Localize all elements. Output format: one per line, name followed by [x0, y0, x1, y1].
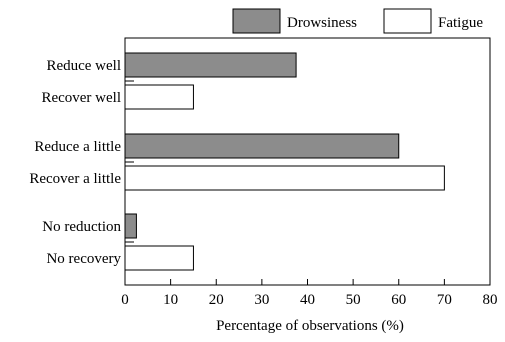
legend: Drowsiness Fatigue [232, 8, 483, 34]
x-axis-title: Percentage of observations (%) [216, 318, 404, 334]
bar-drowsiness-reduce-a-little [124, 133, 400, 159]
x-tick-label-0: 0 [121, 292, 129, 308]
bar-drowsiness-no-reduction [124, 213, 137, 239]
x-axis-tick-labels: 0 10 20 30 40 50 60 70 80 [121, 292, 497, 308]
category-label-no-recovery: No recovery [46, 251, 121, 267]
category-label-no-reduction: No reduction [42, 219, 121, 235]
category-label-recover-a-little: Recover a little [29, 171, 121, 187]
bars-group [124, 52, 445, 271]
category-ticks [125, 80, 134, 243]
bar-fatigue-recover-a-little [124, 165, 445, 191]
x-tick-label-20: 20 [209, 292, 224, 308]
legend-label-fatigue: Fatigue [438, 15, 483, 31]
bar-drowsiness-reduce-well [124, 52, 297, 78]
x-tick-label-40: 40 [300, 292, 315, 308]
category-labels: Reduce well Recover well Reduce a little Re… [29, 58, 121, 267]
x-tick-label-70: 70 [437, 292, 452, 308]
legend-label-drowsiness: Drowsiness [287, 15, 357, 31]
legend-swatch-fatigue [383, 8, 432, 34]
x-axis-ticks [124, 279, 491, 285]
bar-fatigue-recover-well [124, 84, 194, 110]
x-tick-label-60: 60 [391, 292, 406, 308]
category-label-reduce-a-little: Reduce a little [34, 139, 121, 155]
category-label-recover-well: Recover well [41, 90, 121, 106]
x-tick-label-80: 80 [483, 292, 498, 308]
category-label-reduce-well: Reduce well [46, 58, 121, 74]
x-tick-label-10: 10 [163, 292, 178, 308]
x-tick-label-50: 50 [346, 292, 361, 308]
x-tick-label-30: 30 [254, 292, 269, 308]
legend-swatch-drowsiness [232, 8, 281, 34]
bar-fatigue-no-recovery [124, 245, 194, 271]
